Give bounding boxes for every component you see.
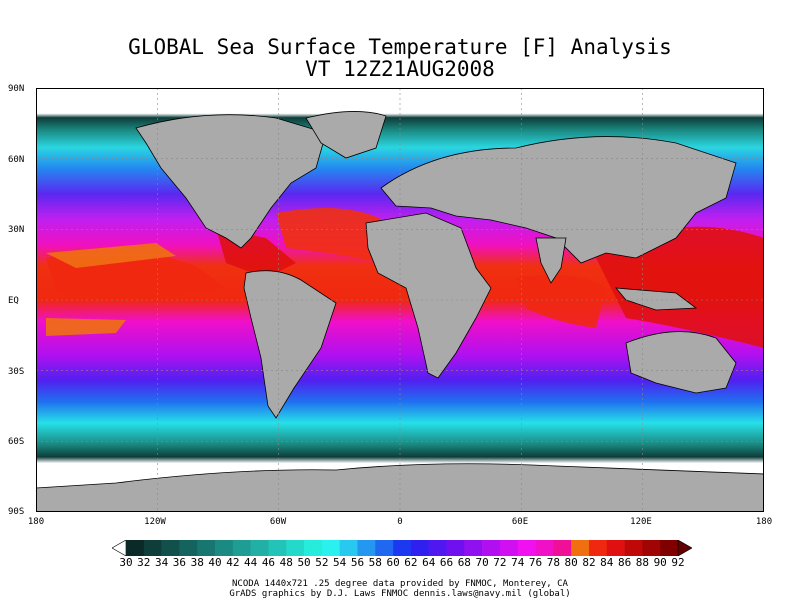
colorbar-tick-label: 66 bbox=[439, 556, 454, 569]
lon-label-60w: 60W bbox=[269, 517, 287, 527]
colorbar-tick-label: 38 bbox=[190, 556, 204, 569]
colorbar-bin bbox=[660, 540, 679, 556]
colorbar-tick-label: 62 bbox=[404, 556, 418, 569]
colorbar-tick-label: 78 bbox=[546, 556, 560, 569]
antarctica bbox=[36, 463, 764, 512]
australia bbox=[625, 331, 737, 394]
land-masses bbox=[36, 111, 764, 512]
colorbar-tick-label: 56 bbox=[350, 556, 365, 569]
colorbar-tick-label: 72 bbox=[493, 556, 507, 569]
colorbar-bin bbox=[197, 540, 216, 556]
colorbar-bin bbox=[215, 540, 234, 556]
graticule bbox=[36, 88, 764, 512]
colorbar-bin bbox=[499, 540, 519, 556]
colorbar-tick-label: 84 bbox=[600, 556, 614, 569]
colorbar-tick-label: 30 bbox=[119, 556, 133, 569]
colorbar-tick-label: 70 bbox=[475, 556, 489, 569]
lat-label-eq: EQ bbox=[8, 296, 19, 306]
lat-label-90n: 90N bbox=[8, 84, 25, 94]
map-frame bbox=[36, 88, 764, 512]
colorbar-bin bbox=[446, 540, 465, 556]
colorbar-bin bbox=[606, 540, 625, 556]
lon-label-0: 0 bbox=[397, 517, 403, 527]
colorbar-tick-label: 46 bbox=[261, 556, 276, 569]
colorbar-bin bbox=[179, 540, 198, 556]
colorbar-bin bbox=[161, 540, 180, 556]
lat-label-30s: 30S bbox=[8, 367, 25, 377]
lon-label-60e: 60E bbox=[511, 517, 529, 527]
colorbar-bin bbox=[357, 540, 376, 556]
colorbar-tick-label: 42 bbox=[226, 556, 240, 569]
colorbar-bin bbox=[339, 540, 358, 556]
colorbar-bin bbox=[482, 540, 501, 556]
africa bbox=[365, 212, 492, 379]
sst-map bbox=[36, 88, 764, 512]
colorbar-bin bbox=[410, 540, 430, 556]
europe-asia bbox=[380, 136, 737, 264]
colorbar-tick-label: 90 bbox=[653, 556, 667, 569]
colorbar-bin bbox=[143, 540, 162, 556]
colorbar-tick-label: 74 bbox=[511, 556, 525, 569]
india bbox=[535, 237, 567, 284]
lat-label-60n: 60N bbox=[8, 155, 25, 165]
colorbar-tick-label: 82 bbox=[582, 556, 596, 569]
colorbar-tick-label: 54 bbox=[333, 556, 347, 569]
colorbar-tick-label: 92 bbox=[671, 556, 685, 569]
colorbar-tick-label: 32 bbox=[137, 556, 151, 569]
colorbar-tick-label: 88 bbox=[635, 556, 649, 569]
colorbar-bin bbox=[535, 540, 554, 556]
colorbar-tick-label: 40 bbox=[208, 556, 222, 569]
colorbar-bin bbox=[642, 540, 661, 556]
colorbar-tick-label: 44 bbox=[244, 556, 258, 569]
colorbar-tick-label: 68 bbox=[457, 556, 471, 569]
colorbar-tick-label: 60 bbox=[386, 556, 400, 569]
colorbar-tick-label: 76 bbox=[528, 556, 543, 569]
colorbar-tick-label: 48 bbox=[279, 556, 293, 569]
indonesia bbox=[615, 287, 698, 311]
colorbar-tick-label: 36 bbox=[172, 556, 187, 569]
colorbar-tick-label: 80 bbox=[564, 556, 578, 569]
colorbar-tick-label: 52 bbox=[315, 556, 329, 569]
colorbar-low-arrow bbox=[112, 540, 127, 556]
lat-label-90s: 90S bbox=[8, 507, 25, 517]
lon-label-120w: 120W bbox=[144, 517, 166, 527]
lon-label-180w: 180 bbox=[27, 517, 45, 527]
colorbar-bin bbox=[126, 540, 145, 556]
colorbar-bin bbox=[428, 540, 447, 556]
colorbar-bin bbox=[393, 540, 412, 556]
colorbar-bin bbox=[268, 540, 287, 556]
lat-label-30n: 30N bbox=[8, 225, 25, 235]
colorbar-high-arrow bbox=[677, 540, 692, 556]
lon-label-120e: 120E bbox=[630, 517, 652, 527]
colorbar-tick-label: 34 bbox=[154, 556, 169, 569]
colorbar-bin bbox=[588, 540, 608, 556]
colorbar-bin bbox=[250, 540, 269, 556]
colorbar-bin bbox=[464, 540, 483, 556]
colorbar-bin bbox=[232, 540, 251, 556]
colorbar-bin bbox=[321, 540, 340, 556]
colorbar-bin bbox=[624, 540, 643, 556]
colorbar-tick-label: 58 bbox=[368, 556, 382, 569]
colorbar-bin bbox=[571, 540, 590, 556]
colorbar-bin bbox=[304, 540, 323, 556]
temperature-colorbar bbox=[112, 540, 692, 556]
map-title: GLOBAL Sea Surface Temperature [F] Analy… bbox=[128, 35, 672, 59]
map-valid-time: VT 12Z21AUG2008 bbox=[305, 57, 495, 81]
colorbar-tick-label: 64 bbox=[422, 556, 436, 569]
colorbar-bin bbox=[286, 540, 305, 556]
colorbar-bin bbox=[517, 540, 536, 556]
lat-label-60s: 60S bbox=[8, 437, 25, 447]
graphics-credit: GrADS graphics by D.J. Laws FNMOC dennis… bbox=[229, 589, 571, 599]
colorbar-tick-label: 50 bbox=[297, 556, 311, 569]
colorbar-bin bbox=[375, 540, 394, 556]
greenland bbox=[305, 111, 387, 159]
south-america bbox=[243, 270, 337, 419]
lon-label-180e: 180 bbox=[755, 517, 773, 527]
colorbar-tick-label: 86 bbox=[617, 556, 632, 569]
data-credit: NCODA 1440x721 .25 degree data provided … bbox=[232, 579, 568, 589]
colorbar-bin bbox=[553, 540, 572, 556]
